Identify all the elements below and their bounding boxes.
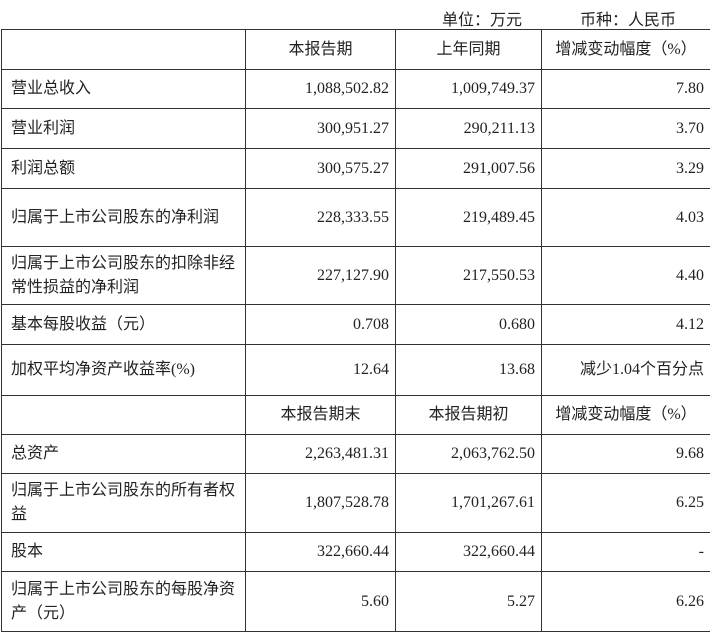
- table-row: 归属于上市公司股东的每股净资产（元） 5.60 5.27 6.26: [1, 571, 710, 632]
- table-cell: 2,263,481.31: [245, 434, 396, 474]
- table-cell: 9.68: [541, 434, 710, 474]
- table-cell: 6.25: [541, 473, 710, 533]
- table-cell: 0.708: [245, 304, 396, 345]
- table-cell: 219,489.45: [395, 188, 542, 247]
- row-label: 股本: [1, 532, 246, 572]
- table-cell: 322,660.44: [395, 532, 542, 572]
- table-row: 总资产 2,263,481.31 2,063,762.50 9.68: [1, 434, 710, 474]
- column-header: 增减变动幅度（%）: [541, 395, 710, 435]
- row-label: 总资产: [1, 434, 246, 474]
- unit-label: 单位：万元: [442, 12, 523, 29]
- table-cell: 4.03: [541, 188, 710, 247]
- table-row: 加权平均净资产收益率(%) 12.64 13.68 减少1.04个百分点: [1, 344, 710, 396]
- table-cell: 6.26: [541, 571, 710, 632]
- table-header-row: 本报告期 上年同期 增减变动幅度（%）: [1, 29, 710, 70]
- column-header: 增减变动幅度（%）: [541, 29, 710, 70]
- table-cell: 5.27: [395, 571, 542, 632]
- financial-summary-table: 本报告期 上年同期 增减变动幅度（%） 营业总收入 1,088,502.82 1,009,…: [1, 29, 710, 632]
- table-row: 归属于上市公司股东的净利润 228,333.55 219,489.45 4.03: [1, 188, 710, 247]
- table-cell: 3.70: [541, 108, 710, 149]
- table-cell: 300,951.27: [245, 108, 396, 149]
- table-cell: 4.40: [541, 246, 710, 305]
- table-row: 基本每股收益（元） 0.708 0.680 4.12: [1, 304, 710, 345]
- row-label: 归属于上市公司股东的扣除非经常性损益的净利润: [1, 246, 246, 305]
- table-row: 利润总额 300,575.27 291,007.56 3.29: [1, 148, 710, 189]
- table-cell: 217,550.53: [395, 246, 542, 305]
- unit-currency-line: 单位：万元 币种：人民币: [0, 0, 710, 29]
- table-cell: 291,007.56: [395, 148, 542, 189]
- column-header: [1, 29, 246, 70]
- row-label: 利润总额: [1, 148, 246, 189]
- column-header: 本报告期末: [245, 395, 396, 435]
- column-header: 本报告期: [245, 29, 396, 70]
- row-label: 归属于上市公司股东的净利润: [1, 188, 246, 247]
- row-label: 基本每股收益（元）: [1, 304, 246, 345]
- table-cell: 0.680: [395, 304, 542, 345]
- table-cell: 减少1.04个百分点: [541, 344, 710, 396]
- row-label: 归属于上市公司股东的所有者权益: [1, 473, 246, 533]
- table-cell: 3.29: [541, 148, 710, 189]
- table-cell: 227,127.90: [245, 246, 396, 305]
- table-row: 股本 322,660.44 322,660.44-: [1, 532, 710, 572]
- row-label: 营业利润: [1, 108, 246, 149]
- table-cell: 322,660.44: [245, 532, 396, 572]
- table-cell: 13.68: [395, 344, 542, 396]
- table-cell: 2,063,762.50: [395, 434, 542, 474]
- table-cell: 1,807,528.78: [245, 473, 396, 533]
- table-row: 归属于上市公司股东的扣除非经常性损益的净利润 227,127.90 217,550.…: [1, 246, 710, 305]
- column-header: [1, 395, 246, 435]
- table-row: 归属于上市公司股东的所有者权益 1,807,528.78 1,701,267.61 6…: [1, 473, 710, 533]
- row-label: 归属于上市公司股东的每股净资产（元）: [1, 571, 246, 632]
- table-cell: 1,009,749.37: [395, 69, 542, 109]
- currency-label: 币种：人民币: [580, 12, 677, 29]
- table-row: 营业利润 300,951.27 290,211.13 3.70: [1, 108, 710, 149]
- table-cell: 1,088,502.82: [245, 69, 396, 109]
- table-cell: 5.60: [245, 571, 396, 632]
- column-header: 本报告期初: [395, 395, 542, 435]
- table-cell: 7.80: [541, 69, 710, 109]
- table-cell: -: [541, 532, 710, 572]
- table-header-row: 本报告期末 本报告期初 增减变动幅度（%）: [1, 395, 710, 435]
- table-cell: 290,211.13: [395, 108, 542, 149]
- table-row: 营业总收入 1,088,502.82 1,009,749.37 7.80: [1, 69, 710, 109]
- row-label: 营业总收入: [1, 69, 246, 109]
- column-header: 上年同期: [395, 29, 542, 70]
- table-cell: 228,333.55: [245, 188, 396, 247]
- table-cell: 300,575.27: [245, 148, 396, 189]
- table-cell: 1,701,267.61: [395, 473, 542, 533]
- table-cell: 4.12: [541, 304, 710, 345]
- table-cell: 12.64: [245, 344, 396, 396]
- row-label: 加权平均净资产收益率(%): [1, 344, 246, 396]
